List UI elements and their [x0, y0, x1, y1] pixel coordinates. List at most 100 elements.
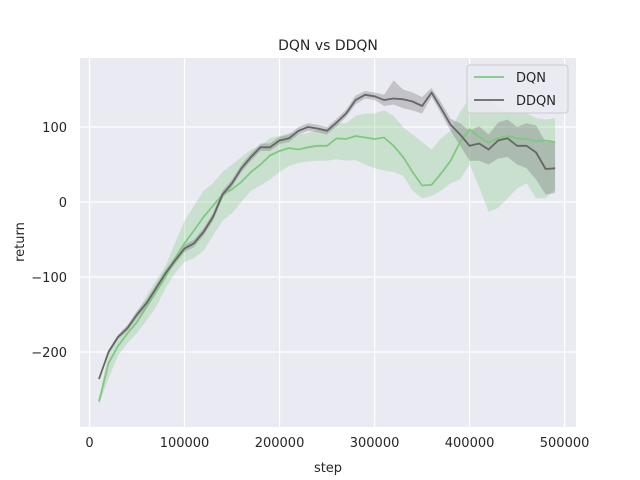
- point-ddqn: [392, 97, 394, 99]
- point-ddqn: [506, 137, 508, 139]
- point-ddqn: [250, 156, 252, 158]
- point-ddqn: [516, 145, 518, 147]
- point-ddqn: [335, 121, 337, 123]
- point-ddqn: [212, 216, 214, 218]
- point-dqn: [402, 156, 404, 158]
- x-tick-label: 0: [85, 436, 93, 451]
- point-ddqn: [326, 130, 328, 132]
- point-ddqn: [183, 247, 185, 249]
- point-ddqn: [259, 146, 261, 148]
- point-dqn: [269, 154, 271, 156]
- point-ddqn: [193, 242, 195, 244]
- point-ddqn: [240, 167, 242, 169]
- point-ddqn: [478, 142, 480, 144]
- point-dqn: [259, 163, 261, 165]
- point-dqn: [231, 188, 233, 190]
- point-ddqn: [449, 124, 451, 126]
- point-ddqn: [468, 145, 470, 147]
- y-tick-label: −100: [31, 271, 67, 286]
- point-dqn: [554, 141, 556, 143]
- x-axis-label: step: [314, 461, 342, 476]
- point-ddqn: [440, 107, 442, 109]
- point-dqn: [345, 138, 347, 140]
- point-dqn: [250, 171, 252, 173]
- point-ddqn: [316, 127, 318, 129]
- point-dqn: [440, 172, 442, 174]
- point-dqn: [335, 137, 337, 139]
- point-ddqn: [221, 193, 223, 195]
- point-dqn: [117, 345, 119, 347]
- x-tick-label: 400000: [445, 436, 495, 451]
- point-ddqn: [535, 151, 537, 153]
- y-tick-label: −200: [31, 346, 67, 361]
- point-dqn: [212, 205, 214, 207]
- line-ddqn: [98, 91, 556, 380]
- point-dqn: [497, 137, 499, 139]
- point-dqn: [240, 181, 242, 183]
- point-ddqn: [402, 98, 404, 100]
- point-dqn: [459, 141, 461, 143]
- point-ddqn: [354, 99, 356, 101]
- point-ddqn: [430, 91, 432, 93]
- point-ddqn: [155, 287, 157, 289]
- point-dqn: [183, 242, 185, 244]
- point-dqn: [373, 138, 375, 140]
- line-dqn: [98, 128, 556, 402]
- y-tick-label: 100: [42, 121, 67, 136]
- point-dqn: [307, 146, 309, 148]
- point-ddqn: [544, 168, 546, 170]
- point-ddqn: [307, 126, 309, 128]
- point-dqn: [506, 135, 508, 137]
- point-ddqn: [421, 105, 423, 107]
- point-ddqn: [364, 94, 366, 96]
- point-dqn: [278, 150, 280, 152]
- point-dqn: [145, 306, 147, 308]
- point-dqn: [136, 321, 138, 323]
- y-tick-label: 0: [59, 196, 67, 211]
- point-ddqn: [459, 133, 461, 135]
- point-dqn: [392, 145, 394, 147]
- x-tick-label: 300000: [350, 436, 400, 451]
- legend: DQN DDQN: [466, 64, 569, 114]
- point-dqn: [478, 136, 480, 138]
- point-ddqn: [288, 137, 290, 139]
- chart-title: DQN vs DDQN: [278, 38, 378, 54]
- x-tick-label: 500000: [540, 436, 590, 451]
- point-ddqn: [126, 327, 128, 329]
- point-dqn: [354, 135, 356, 137]
- plot-area: [80, 58, 576, 427]
- point-dqn: [487, 142, 489, 144]
- legend-label-dqn: DQN: [516, 71, 546, 86]
- x-tick-label: 200000: [255, 436, 305, 451]
- point-dqn: [364, 136, 366, 138]
- point-ddqn: [107, 351, 109, 353]
- point-dqn: [535, 140, 537, 142]
- point-dqn: [449, 160, 451, 162]
- point-dqn: [297, 148, 299, 150]
- point-dqn: [107, 362, 109, 364]
- point-ddqn: [117, 336, 119, 338]
- y-axis-label: return: [13, 222, 28, 262]
- point-ddqn: [497, 139, 499, 141]
- point-dqn: [316, 145, 318, 147]
- point-ddqn: [297, 130, 299, 132]
- series-lines: [98, 91, 556, 402]
- point-ddqn: [136, 313, 138, 315]
- point-ddqn: [487, 148, 489, 150]
- band-dqn: [99, 98, 556, 405]
- point-ddqn: [383, 99, 385, 101]
- point-ddqn: [202, 231, 204, 233]
- point-ddqn: [98, 378, 100, 380]
- point-dqn: [383, 136, 385, 138]
- legend-label-ddqn: DDQN: [516, 94, 556, 109]
- point-dqn: [430, 184, 432, 186]
- point-dqn: [516, 137, 518, 139]
- point-ddqn: [278, 139, 280, 141]
- point-ddqn: [411, 100, 413, 102]
- point-ddqn: [525, 145, 527, 147]
- point-dqn: [202, 216, 204, 218]
- point-ddqn: [174, 259, 176, 261]
- point-dqn: [468, 128, 470, 130]
